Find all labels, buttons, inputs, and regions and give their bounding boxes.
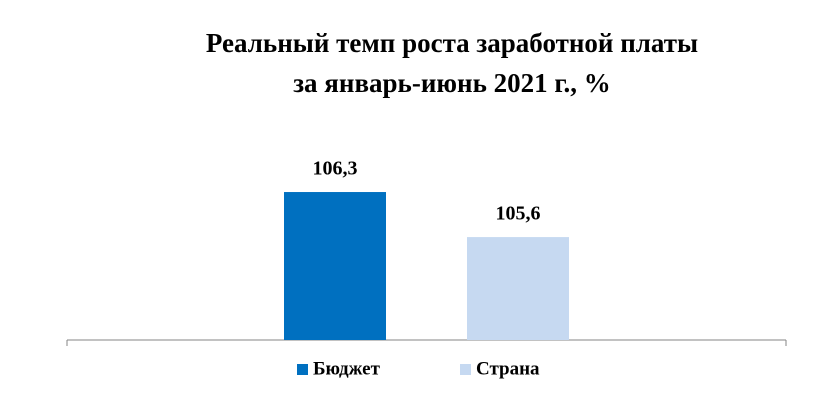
chart-title: Реальный темп роста заработной платы [206,28,698,58]
legend-label: Бюджет [313,358,381,379]
value-label: 105,6 [496,203,541,225]
bar [467,237,569,340]
legend-swatch [460,364,471,375]
chart-title: за январь-июнь 2021 г., % [293,68,611,98]
bar [284,192,386,340]
legend-swatch [297,364,308,375]
legend-label: Страна [476,358,540,379]
value-label: 106,3 [313,158,358,180]
